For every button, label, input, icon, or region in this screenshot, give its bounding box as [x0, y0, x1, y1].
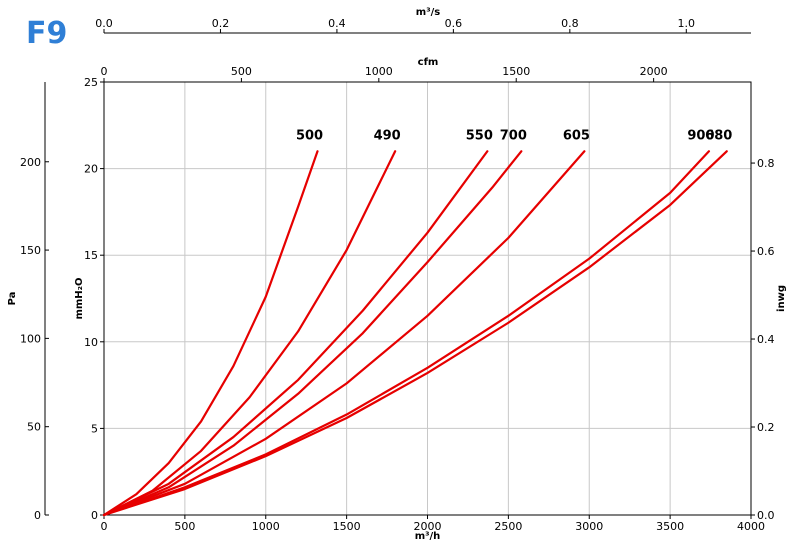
curves — [102, 150, 728, 517]
m3s-tick-label: 0.8 — [561, 17, 579, 30]
curve-label-605: 605 — [563, 128, 590, 143]
x-tick-label: 3000 — [575, 520, 603, 533]
x-tick-label: 4000 — [737, 520, 765, 533]
cfm-tick-label: 2000 — [640, 65, 668, 78]
inwg-tick-label: 0.6 — [757, 245, 775, 258]
y-tick-label: 15 — [84, 249, 98, 262]
pa-axis-title: Pa — [7, 292, 18, 306]
m3s-tick-label: 0.6 — [445, 17, 463, 30]
pa-tick-label: 100 — [20, 332, 41, 345]
y-tick-label: 10 — [84, 336, 98, 349]
m3s-tick-label: 0.0 — [95, 17, 113, 30]
curve-680 — [102, 150, 728, 517]
cfm-axis-title: cfm — [418, 57, 439, 68]
cfm-tick-label: 1000 — [365, 65, 393, 78]
curve-label-680: 680 — [705, 128, 732, 143]
pa-tick-label: 150 — [20, 244, 41, 257]
inwg-tick-label: 0.8 — [757, 157, 775, 170]
x-tick-label: 1500 — [333, 520, 361, 533]
x-tick-label: 3500 — [656, 520, 684, 533]
curve-500 — [102, 150, 319, 517]
m3s-tick-label: 0.4 — [328, 17, 346, 30]
y-tick-label: 20 — [84, 163, 98, 176]
x-tick-label: 2500 — [494, 520, 522, 533]
curve-900 — [102, 150, 711, 517]
inwg-tick-label: 0.2 — [757, 421, 775, 434]
curve-label-490: 490 — [374, 128, 401, 143]
curve-label-900: 900 — [687, 128, 714, 143]
curve-550 — [102, 150, 489, 517]
y-tick-label: 25 — [84, 76, 98, 89]
x-tick-label: 1000 — [252, 520, 280, 533]
inwg-tick-label: 0.4 — [757, 333, 775, 346]
x-axis-title: m³/h — [415, 531, 441, 542]
pa-tick-label: 50 — [27, 421, 41, 434]
y-tick-label: 5 — [91, 422, 98, 435]
cfm-tick-label: 500 — [231, 65, 252, 78]
x-tick-label: 500 — [174, 520, 195, 533]
curve-700 — [102, 150, 523, 517]
y-axis-title: mmH₂O — [74, 277, 85, 319]
y-tick-label: 0 — [91, 509, 98, 522]
pa-tick-label: 200 — [20, 156, 41, 169]
axes: 0 500 1000 1500 2000 2500 3000 3500 4000m³/h0510… — [7, 7, 787, 542]
filter-class-badge: F9 — [26, 16, 68, 51]
pa-tick-label: 0 — [34, 509, 41, 522]
x-tick-label: 2000 — [414, 520, 442, 533]
curve-605 — [102, 150, 586, 517]
cfm-tick-label: 0 — [101, 65, 108, 78]
curve-label-700: 700 — [500, 128, 527, 143]
inwg-axis-title: inwg — [776, 285, 787, 312]
x-tick-label: 0 — [101, 520, 108, 533]
curve-label-550: 550 — [466, 128, 493, 143]
m3s-tick-label: 0.2 — [212, 17, 230, 30]
cfm-tick-label: 1500 — [502, 65, 530, 78]
m3s-tick-label: 1.0 — [678, 17, 696, 30]
curve-label-500: 500 — [296, 128, 323, 143]
inwg-tick-label: 0.0 — [757, 509, 775, 522]
m3s-axis-title: m³/s — [416, 7, 440, 18]
